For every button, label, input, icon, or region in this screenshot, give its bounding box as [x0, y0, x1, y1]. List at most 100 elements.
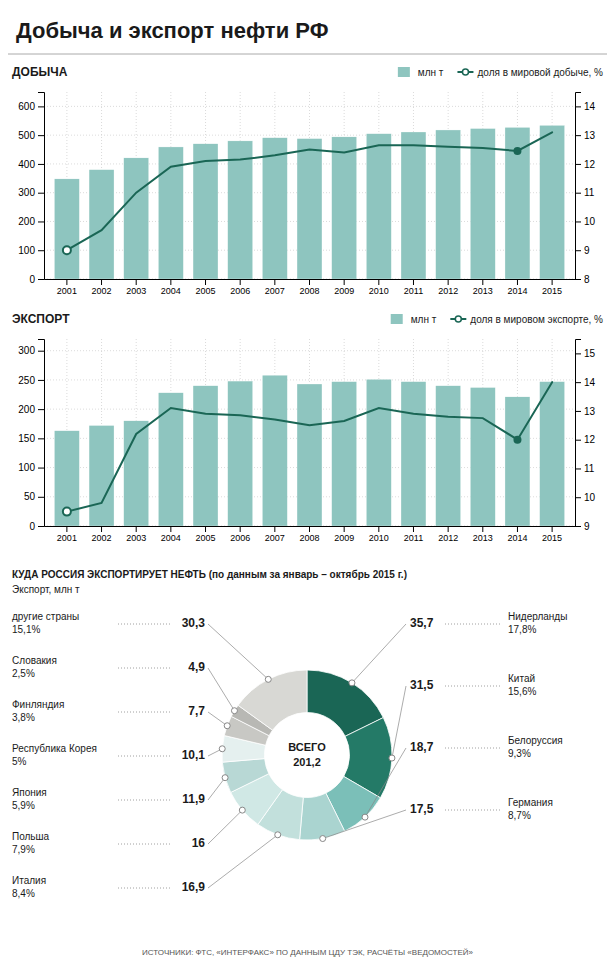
- y-axis-tick: 300: [18, 345, 44, 356]
- bar: [89, 425, 114, 526]
- x-axis-tick: 2008: [299, 279, 319, 296]
- leader-line: [208, 778, 225, 800]
- x-axis-tick-label: 2007: [265, 533, 285, 543]
- bar: [366, 134, 391, 279]
- legend-swatch: [398, 67, 410, 77]
- x-axis-tick-mark: [240, 526, 241, 532]
- slice-share: 15,6%: [508, 686, 536, 697]
- y-axis-tick-mark: [38, 250, 44, 251]
- y2-axis-tick: 11: [575, 463, 595, 474]
- x-axis-tick: 2013: [473, 279, 493, 296]
- bar: [89, 170, 114, 279]
- slice-name: Словакия: [12, 655, 57, 666]
- x-axis-tick-mark: [378, 526, 379, 532]
- y-axis-tick-label: 600: [18, 101, 35, 112]
- dotted-guide: [445, 686, 500, 687]
- slice-share: 17,8%: [508, 624, 536, 635]
- x-axis-tick-mark: [413, 279, 414, 285]
- y-axis-tick-mark: [38, 193, 44, 194]
- bar: [54, 179, 79, 279]
- bar-series: [54, 125, 564, 279]
- y-axis-tick-label: 50: [24, 491, 36, 502]
- x-axis-tick-mark: [413, 526, 414, 532]
- bar: [436, 386, 461, 526]
- grid-line-y: [44, 106, 575, 107]
- x-axis-tick: 2006: [230, 279, 250, 296]
- legend-label: доля в мировой добыче, %: [477, 67, 603, 78]
- leader-dot: [222, 775, 228, 781]
- dotted-guide: [445, 810, 500, 811]
- x-axis-tick-mark: [344, 526, 345, 532]
- x-axis-tick: 2012: [438, 279, 458, 296]
- slice-name: Польша: [12, 831, 50, 842]
- dotted-guide: [445, 748, 500, 749]
- bar: [332, 137, 357, 279]
- x-axis-tick-label: 2011: [404, 286, 423, 296]
- y2-axis-tick-mark: [575, 106, 581, 107]
- legend-label: млн т: [418, 67, 444, 78]
- x-axis-tick-label: 2001: [57, 533, 77, 543]
- slice-value: 18,7: [410, 740, 434, 754]
- x-axis-tick: 2003: [126, 526, 146, 543]
- x-axis-tick-mark: [448, 526, 449, 532]
- y2-axis-tick: 14: [575, 101, 596, 112]
- y2-axis-tick-label: 10: [584, 216, 596, 227]
- bar: [228, 141, 253, 279]
- dotted-guide: [118, 668, 172, 669]
- x-axis: 2001200220032004200520062007200820092010…: [45, 279, 576, 296]
- leader-line: [208, 810, 242, 844]
- y-axis-tick-label: 400: [18, 159, 35, 170]
- footer: ИСТОЧНИКИ: ФТС, «ИНТЕРФАКС» ПО ДАННЫМ ЦД…: [142, 948, 473, 957]
- leader-dot: [239, 807, 245, 813]
- bar: [124, 158, 149, 279]
- chart-subtitle: Экспорт, млн т: [12, 584, 80, 595]
- y-axis-tick: 200: [18, 404, 44, 415]
- y2-axis-tick: 11: [575, 187, 595, 198]
- line-marker: [63, 246, 71, 254]
- plot-area: [54, 375, 564, 526]
- slice-name: Нидерланды: [508, 611, 567, 622]
- leaders: [208, 624, 406, 888]
- x-axis-tick: 2007: [265, 526, 285, 543]
- leader-dot: [320, 836, 326, 842]
- x-axis-tick-label: 2013: [473, 286, 493, 296]
- dotted-guide: [118, 800, 172, 801]
- x-axis-tick-label: 2012: [438, 533, 458, 543]
- slice-value: 30,3: [182, 616, 206, 630]
- leader-dot: [219, 746, 225, 752]
- x-axis-tick-label: 2006: [230, 533, 250, 543]
- y2-axis-tick-mark: [575, 279, 581, 280]
- y-axis-tick: 250: [18, 375, 44, 386]
- y2-axis-tick-label: 11: [584, 463, 595, 474]
- slice-share: 7,9%: [12, 844, 35, 855]
- x-axis-tick-label: 2007: [265, 286, 285, 296]
- slice-value: 7,7: [188, 704, 205, 718]
- bar-series: [54, 375, 564, 526]
- y2-axis-tick-mark: [575, 497, 581, 498]
- x-axis-tick: 2005: [196, 279, 216, 296]
- y-axis-tick-label: 250: [18, 375, 35, 386]
- y-axis-tick: 300: [18, 187, 44, 198]
- legend-swatch-marker: [462, 69, 468, 75]
- leader-dot: [275, 832, 281, 838]
- x-axis-tick-mark: [205, 526, 206, 532]
- x-axis-tick-mark: [517, 526, 518, 532]
- y-axis-tick-label: 200: [18, 404, 35, 415]
- y-axis: 0100200300400500600: [18, 93, 44, 285]
- bar: [401, 382, 426, 526]
- leader-dot: [349, 680, 355, 686]
- bar: [297, 384, 322, 526]
- y2-axis-tick: 10: [575, 216, 596, 227]
- x-axis-tick-label: 2002: [92, 286, 112, 296]
- y-axis-tick-mark: [38, 106, 44, 107]
- x-axis-tick-mark: [309, 279, 310, 285]
- pie-chart: КУДА РОССИЯ ЭКСПОРТИРУЕТ НЕФТЬ (по данны…: [12, 569, 567, 957]
- slice-value: 31,5: [410, 678, 434, 692]
- x-axis-tick: 2014: [507, 526, 527, 543]
- y-axis-tick: 150: [18, 433, 44, 444]
- x-axis-tick-label: 2003: [126, 286, 146, 296]
- x-axis-tick-mark: [101, 526, 102, 532]
- x-axis-tick-mark: [552, 279, 553, 285]
- y2-axis-tick-mark: [575, 135, 581, 136]
- x-axis-tick: 2001: [57, 279, 77, 296]
